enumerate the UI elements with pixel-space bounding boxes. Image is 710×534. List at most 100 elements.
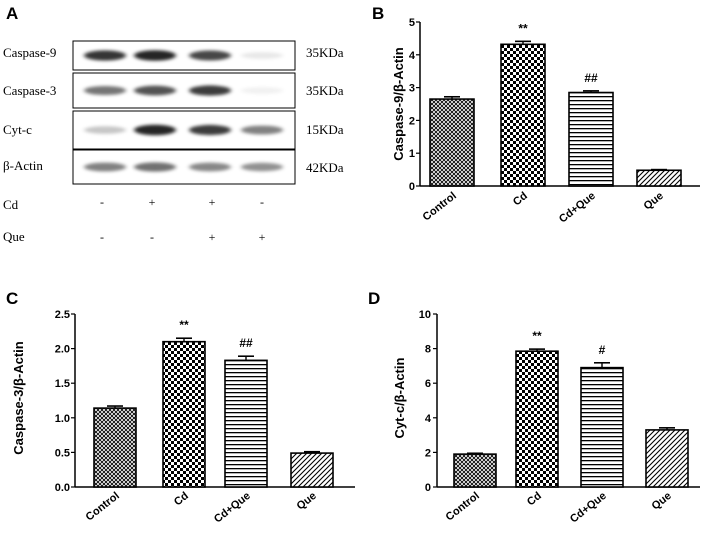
y-tick-label: 0.0 <box>55 482 70 494</box>
bar-que <box>290 452 334 488</box>
y-tick-label: 10 <box>419 309 431 321</box>
y-axis-title: Cyt-c/β-Actin <box>392 358 407 439</box>
bar-cd-que <box>580 366 624 488</box>
treatment-sign: + <box>209 195 216 209</box>
bar-chart-cyt-c: D Cyt-c/β-Actin 0 2 4 6 8 10 Control ** Cd # Cd+Qu… <box>368 289 700 526</box>
y-tick-label: 4 <box>425 413 432 425</box>
blot-protein-label: Cyt-c <box>3 122 32 137</box>
x-category-label: Que <box>295 490 319 513</box>
y-tick-label: 4 <box>409 50 416 62</box>
bar-cd <box>162 340 206 488</box>
western-blot-panel: A Caspase-9 35KDa Caspase-3 35KDa Cyt-c … <box>3 4 344 244</box>
blot-row-beta-actin: β-Actin 42KDa <box>3 149 344 185</box>
treatment-row-cd: Cd - + + - <box>3 195 264 212</box>
significance-label: # <box>599 343 606 357</box>
treatment-label: Cd <box>3 197 19 212</box>
blot-band <box>189 124 231 136</box>
blot-band <box>84 162 126 172</box>
treatment-label: Que <box>3 229 25 244</box>
y-tick-label: 2.5 <box>55 309 70 321</box>
blot-band <box>134 85 176 96</box>
blot-band <box>189 162 231 172</box>
treatment-sign: + <box>259 230 266 244</box>
panel-letter-c: C <box>6 289 18 308</box>
blot-band <box>134 50 176 61</box>
bar-control <box>453 453 497 488</box>
y-tick-label: 2.0 <box>55 344 70 356</box>
x-category-label: Cd <box>511 190 530 208</box>
x-category-label: Cd+Que <box>557 190 598 226</box>
panel-letter-a: A <box>6 4 18 23</box>
blot-band <box>84 50 126 61</box>
blot-protein-label: Caspase-3 <box>3 83 56 98</box>
significance-label: ** <box>532 329 542 343</box>
y-tick-label: 1.0 <box>55 413 70 425</box>
y-tick-label: 5 <box>409 17 415 29</box>
y-tick-label: 0 <box>409 181 415 193</box>
bar-que <box>645 429 689 488</box>
y-tick-label: 1 <box>409 148 415 160</box>
significance-label: ** <box>179 318 189 332</box>
blot-band <box>241 162 283 172</box>
y-axis-title: Caspase-9/β-Actin <box>391 47 406 160</box>
y-axis-title: Caspase-3/β-Actin <box>11 341 26 454</box>
bar-cd <box>500 43 546 187</box>
significance-label: ** <box>518 21 528 35</box>
x-category-label: Control <box>84 490 122 524</box>
y-tick-label: 1.5 <box>55 378 70 390</box>
bar-chart-caspase-9: B Caspase-9/β-Actin 0 1 2 3 4 5 Control ** Cd ## C… <box>372 4 700 226</box>
blot-band <box>189 85 231 96</box>
treatment-sign: + <box>209 230 216 244</box>
blot-band <box>134 124 176 136</box>
x-category-label: Que <box>642 190 666 213</box>
x-category-label: Cd <box>525 490 544 508</box>
y-tick-label: 2 <box>409 115 415 127</box>
treatment-sign: - <box>100 230 104 244</box>
x-category-label: Cd+Que <box>212 490 253 526</box>
x-category-label: Cd <box>172 490 191 508</box>
x-category-label: Control <box>421 190 459 224</box>
blot-protein-label: Caspase-9 <box>3 45 56 60</box>
bar-control <box>93 407 137 488</box>
treatment-row-que: Que - - + + <box>3 229 266 244</box>
significance-label: ## <box>239 336 253 350</box>
blot-band <box>241 52 283 59</box>
panel-letter-b: B <box>372 4 384 23</box>
blot-band <box>189 50 231 61</box>
y-tick-label: 6 <box>425 378 431 390</box>
blot-size-label: 35KDa <box>306 83 344 98</box>
bar-cd-que <box>568 91 614 187</box>
blot-band <box>241 87 283 94</box>
blot-size-label: 42KDa <box>306 160 344 175</box>
bar-que <box>636 169 682 187</box>
blot-band <box>241 125 283 135</box>
panel-letter-d: D <box>368 289 380 308</box>
bar-cd-que <box>224 359 268 488</box>
blot-row-caspase-9: Caspase-9 35KDa <box>3 40 344 71</box>
blot-row-cyt-c: Cyt-c 15KDa <box>3 110 344 150</box>
y-tick-label: 2 <box>425 447 431 459</box>
treatment-sign: - <box>150 230 154 244</box>
y-tick-label: 3 <box>409 83 415 95</box>
bar-cd <box>515 350 559 488</box>
y-tick-label: 8 <box>425 344 431 356</box>
bar-control <box>429 98 475 187</box>
x-category-label: Cd+Que <box>568 490 609 526</box>
treatment-sign: - <box>100 195 104 209</box>
blot-row-caspase-3: Caspase-3 35KDa <box>3 72 344 109</box>
blot-protein-label: β-Actin <box>3 158 43 173</box>
significance-label: ## <box>584 71 598 85</box>
bar-chart-caspase-3: C Caspase-3/β-Actin 0.0 0.5 1.0 1.5 2.0 2.5 Co… <box>6 289 355 526</box>
treatment-sign: + <box>149 195 156 209</box>
y-tick-label: 0.5 <box>55 447 70 459</box>
blot-size-label: 15KDa <box>306 122 344 137</box>
treatment-sign: - <box>260 195 264 209</box>
blot-band <box>84 126 126 134</box>
blot-size-label: 35KDa <box>306 45 344 60</box>
x-category-label: Control <box>444 490 482 524</box>
blot-band <box>84 85 126 96</box>
y-tick-label: 0 <box>425 482 431 494</box>
blot-band <box>134 162 176 172</box>
x-category-label: Que <box>650 490 674 513</box>
